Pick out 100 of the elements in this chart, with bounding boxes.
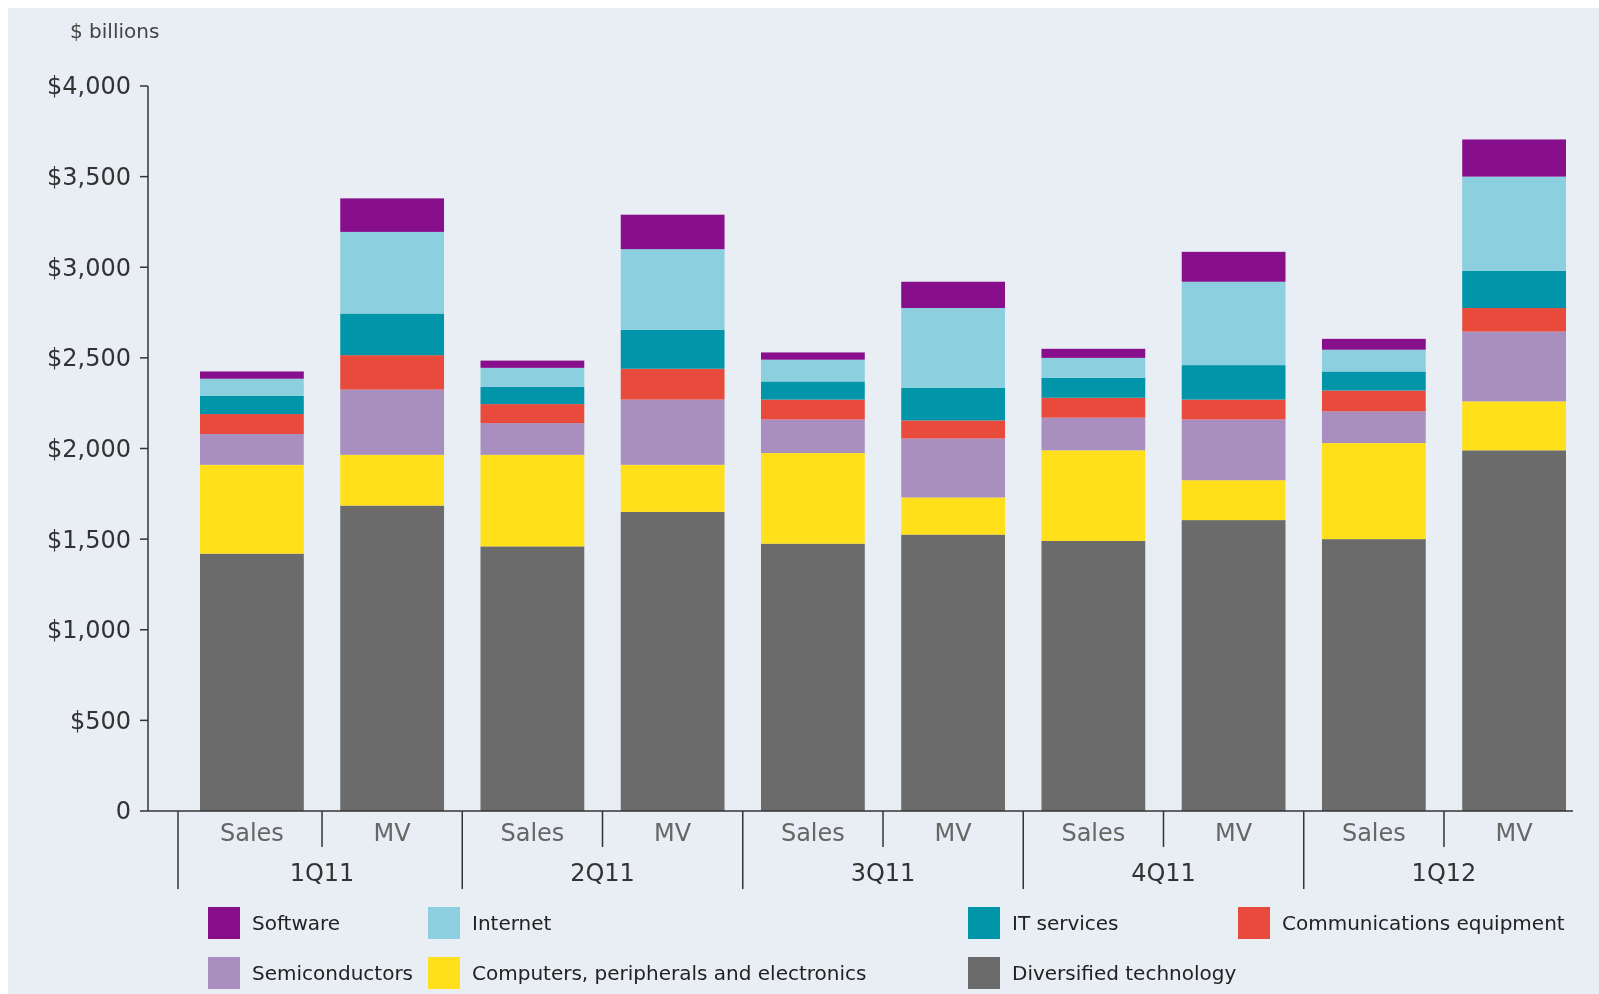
bar	[620, 368, 725, 400]
legend-label: Communications equipment	[1282, 911, 1565, 935]
x-tick-label: MV	[654, 819, 692, 848]
bar	[480, 546, 585, 811]
bar	[480, 367, 585, 387]
bar	[1321, 349, 1426, 372]
bar	[480, 386, 585, 405]
y-tick-label: $3,000	[47, 253, 131, 282]
x-tick-label: MV	[934, 819, 973, 848]
text: 4Q11	[1131, 859, 1196, 888]
x-tick-label: Sales	[780, 819, 845, 848]
bar	[1321, 539, 1426, 811]
bar	[1321, 390, 1426, 412]
bar	[1181, 365, 1286, 400]
bar	[1041, 348, 1146, 358]
bar	[901, 308, 1006, 388]
bar	[340, 389, 445, 455]
y-tick-label: $4,000	[47, 72, 131, 101]
bar	[1181, 281, 1286, 366]
bar	[1041, 397, 1146, 418]
bar	[901, 438, 1006, 498]
bar	[1462, 176, 1566, 271]
bar	[340, 313, 445, 356]
x-tick-label: MV	[1215, 819, 1253, 848]
legend-label: IT services	[1012, 911, 1119, 935]
y-tick-label: $500	[69, 706, 131, 735]
y-tick-label: $3,500	[47, 163, 131, 192]
bar	[1041, 357, 1146, 378]
bar	[340, 505, 445, 811]
bar	[1181, 399, 1286, 420]
bar	[1321, 411, 1426, 444]
bar	[760, 352, 865, 360]
bar	[1321, 338, 1426, 350]
bar	[901, 534, 1006, 811]
legend-label: Semiconductors	[252, 961, 414, 985]
bar	[901, 387, 1006, 421]
y-tick-label: $2,500	[47, 344, 131, 373]
bar	[200, 395, 304, 415]
y-tick-label: $1,500	[47, 525, 131, 554]
bar	[760, 359, 865, 382]
bar	[760, 399, 865, 420]
bar	[1321, 371, 1426, 391]
x-tick-label: Sales	[500, 819, 565, 848]
y-axis-title: $ billions	[70, 19, 160, 43]
bar	[1462, 270, 1566, 309]
bar	[1462, 331, 1566, 402]
bar	[1462, 401, 1566, 451]
bar	[1041, 417, 1146, 451]
x-tick-label: Sales	[219, 819, 284, 848]
legend-label: Internet	[472, 911, 552, 935]
x-tick-label: MV	[1495, 819, 1534, 848]
bar	[620, 329, 725, 369]
bar	[620, 214, 725, 250]
bar	[340, 355, 445, 390]
bar	[901, 281, 1006, 309]
bar	[480, 360, 585, 368]
bar	[200, 464, 304, 554]
bar	[1462, 308, 1566, 332]
text: 3Q11	[850, 859, 916, 888]
bar	[901, 420, 1006, 439]
bar	[1181, 251, 1286, 282]
bar	[1462, 450, 1566, 811]
y-tick-label: $2,000	[47, 434, 131, 463]
y-tick-label: $1,000	[47, 616, 131, 645]
bar	[340, 454, 445, 506]
bar	[1041, 450, 1146, 541]
bar	[480, 454, 585, 547]
bar	[480, 404, 585, 424]
x-tick-label: Sales	[1341, 819, 1406, 848]
bar	[901, 497, 1006, 535]
bar	[620, 464, 725, 512]
x-tick-label: Sales	[1061, 819, 1126, 848]
legend-label: Diversified technology	[1012, 961, 1237, 985]
bar	[620, 511, 725, 811]
bar	[340, 231, 445, 314]
bar	[620, 249, 725, 330]
bar	[1321, 443, 1426, 540]
bar	[620, 399, 725, 465]
bar	[760, 419, 865, 454]
bar	[760, 381, 865, 400]
bar	[340, 198, 445, 232]
legend-label: Software	[252, 911, 341, 935]
y-tick-label: 0	[115, 797, 131, 826]
bar	[1462, 139, 1566, 177]
bar	[1041, 377, 1146, 398]
bar	[1041, 540, 1146, 811]
bar	[200, 371, 304, 379]
bar	[760, 543, 865, 811]
bar	[1181, 520, 1286, 811]
bar	[200, 378, 304, 396]
bar	[1181, 480, 1286, 521]
bar	[200, 434, 304, 465]
text: 1Q11	[289, 859, 355, 888]
bar	[200, 414, 304, 434]
bar	[480, 423, 585, 455]
bar	[1181, 419, 1286, 481]
bar	[760, 453, 865, 544]
text: 2Q11	[570, 859, 635, 888]
x-tick-label: MV	[373, 819, 412, 848]
legend-label: Computers, peripherals and electronics	[472, 961, 867, 985]
